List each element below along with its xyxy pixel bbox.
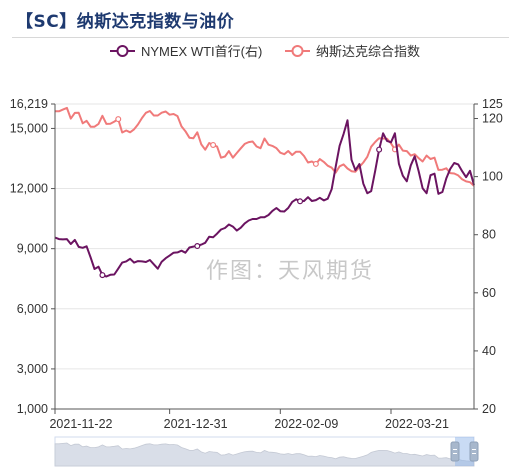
right-axis-tick-label: 80 [482, 228, 496, 242]
x-axis-tick-label: 2021-12-31 [164, 417, 228, 431]
left-axis-tick-label: 6,000 [17, 302, 48, 316]
series-layer [54, 106, 475, 279]
axes: 1,000 3,000 6,000 9,000 12,000 15,000 16,219 20… [10, 97, 503, 431]
left-axis-tick-label: 3,000 [17, 362, 48, 376]
left-axis-tick-label: 15,000 [10, 121, 48, 135]
series-marker [376, 146, 383, 153]
right-axis-tick-label: 100 [482, 170, 503, 184]
x-axis-tick-label: 2022-03-21 [385, 417, 449, 431]
left-axis-tick-label: 1,000 [17, 402, 48, 416]
right-axis-tick-label: 20 [482, 402, 496, 416]
zoom-handle[interactable] [469, 441, 479, 462]
left-axis-tick-label: 16,219 [10, 97, 48, 111]
right-axis-tick-label: 60 [482, 286, 496, 300]
data-zoom-slider[interactable] [54, 436, 479, 467]
series-marker [115, 116, 122, 123]
series-marker [99, 272, 106, 279]
zoom-handle-grip [450, 441, 460, 462]
x-axis-tick-label: 2021-11-22 [49, 417, 112, 431]
series-marker [297, 198, 304, 205]
wti-line [54, 119, 475, 278]
series-marker [312, 160, 319, 167]
legend-item-wti[interactable]: NYMEX WTI首行(右) [110, 44, 262, 59]
title-bar: 【SC】纳斯达克指数与油价 [0, 0, 521, 40]
zoom-handle-grip [469, 441, 479, 462]
nasdaq-line [55, 106, 475, 187]
series-wti [54, 119, 475, 279]
zoom-preview-area [54, 442, 475, 467]
legend-marker [291, 45, 304, 57]
watermark: 作图：天风期货 [206, 258, 374, 283]
series-marker [194, 243, 201, 250]
legend-item-nasdaq[interactable]: 纳斯达克综合指数 [285, 44, 420, 59]
legend-label: NYMEX WTI首行(右) [141, 44, 262, 59]
right-axis-tick-label: 125 [482, 97, 503, 111]
left-axis-tick-label: 12,000 [10, 182, 48, 196]
zoom-selection[interactable] [455, 437, 474, 466]
x-axis-tick-label: 2022-02-09 [274, 417, 338, 431]
zoom-handle[interactable] [450, 441, 460, 462]
legend[interactable]: NYMEX WTI首行(右) 纳斯达克综合指数 [110, 44, 420, 59]
series-marker [210, 141, 217, 148]
title-divider [12, 37, 509, 38]
right-axis-tick-label: 120 [482, 112, 503, 126]
left-axis-tick-label: 9,000 [17, 242, 48, 256]
legend-marker [116, 45, 129, 57]
series-nasdaq [54, 106, 475, 187]
right-axis-tick-label: 40 [482, 344, 496, 358]
legend-label: 纳斯达克综合指数 [316, 44, 420, 59]
grid-lines [55, 103, 474, 410]
chart-title: 【SC】纳斯达克指数与油价 [16, 12, 235, 32]
